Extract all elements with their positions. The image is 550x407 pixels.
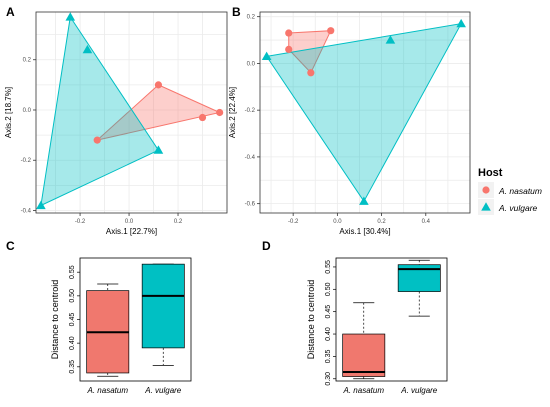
panel-letter-d: D bbox=[262, 239, 271, 253]
point-avulgare bbox=[36, 200, 46, 210]
panel-letter-b: B bbox=[232, 5, 241, 19]
y-tick-label: 0.2 bbox=[247, 15, 256, 21]
plot-frame bbox=[259, 11, 471, 214]
scatter-panel-a: -0.2 0.0 0.2 -0.4 -0.2 0.0 0.2 Axis.1 [22.7%] Ax… bbox=[4, 11, 228, 236]
point-anasatum bbox=[93, 136, 101, 144]
x-tick-label: 0.4 bbox=[422, 219, 431, 225]
point-anasatum bbox=[285, 29, 293, 37]
point-avulgare bbox=[65, 12, 76, 21]
x-tick-label: 0.0 bbox=[125, 219, 134, 225]
y-tick-label: 0.50 bbox=[325, 282, 332, 296]
point-anasatum bbox=[307, 69, 315, 77]
hull-avulgare bbox=[40, 15, 160, 207]
box-avulgare bbox=[141, 263, 185, 349]
point-anasatum bbox=[198, 113, 207, 122]
x-tick-label: -0.2 bbox=[75, 219, 86, 225]
y-tick-label: 0.0 bbox=[23, 108, 32, 114]
y-axis-label: Axis.2 [18.7%] bbox=[4, 87, 13, 138]
plot-background bbox=[260, 12, 470, 213]
x-axis-label: Axis.1 [30.4%] bbox=[339, 227, 390, 236]
x-tick-label: 0.2 bbox=[174, 219, 183, 225]
point-anasatum bbox=[327, 27, 335, 35]
point-avulgare bbox=[359, 196, 369, 205]
y-tick-label: 0.0 bbox=[247, 61, 256, 67]
y-tick-label: 0.30 bbox=[325, 372, 332, 386]
legend-label-vulgare: A. vulgare bbox=[498, 203, 538, 213]
y-tick-label: 0.2 bbox=[23, 58, 32, 64]
boxplot-panel-d: A. nasatum A. vulgare 0.30 0.35 0.40 0.45 0.50… bbox=[306, 257, 448, 395]
y-tick-label: -0.4 bbox=[21, 208, 32, 214]
y-tick-label: 0.40 bbox=[69, 336, 76, 350]
point-anasatum bbox=[216, 108, 224, 117]
plot-background bbox=[36, 12, 227, 213]
legend-marker-nasatum bbox=[482, 186, 490, 194]
y-tick-label: 0.50 bbox=[69, 289, 76, 303]
y-tick-label: 0.55 bbox=[325, 260, 332, 274]
y-tick-label: 0.35 bbox=[325, 349, 332, 363]
y-tick-label: 0.40 bbox=[325, 327, 332, 341]
y-tick-label: 0.45 bbox=[69, 313, 76, 327]
box-anasatum bbox=[342, 333, 386, 377]
plot-frame bbox=[335, 257, 448, 382]
y-tick-label: 0.35 bbox=[69, 360, 76, 374]
y-tick-label: 0.55 bbox=[69, 265, 76, 279]
y-tick-label: -0.2 bbox=[21, 158, 32, 164]
hull-anasatum bbox=[95, 84, 222, 142]
hull-avulgare bbox=[265, 23, 463, 203]
point-avulgare bbox=[82, 44, 93, 54]
y-tick-label: -0.4 bbox=[245, 155, 256, 161]
y-tick-label: -0.2 bbox=[245, 108, 256, 114]
panel-letter-a: A bbox=[6, 5, 15, 19]
x-category-label-avulgare: A. vulgare bbox=[144, 386, 182, 395]
point-avulgare bbox=[153, 145, 164, 154]
boxplot-panel-c: A. nasatum A. vulgare 0.35 0.40 0.45 0.50 0.55… bbox=[50, 257, 192, 395]
legend: Host A. nasatum A. vulgare bbox=[478, 167, 542, 215]
point-anasatum bbox=[285, 45, 293, 53]
y-tick-label: 0.45 bbox=[325, 305, 332, 319]
panel-letter-c: C bbox=[6, 239, 15, 253]
legend-marker-vulgare bbox=[481, 202, 491, 211]
x-tick-label: -0.2 bbox=[288, 219, 299, 225]
y-axis-label: Distance to centroid bbox=[306, 280, 316, 360]
point-avulgare bbox=[385, 35, 396, 44]
x-tick-label: 0.2 bbox=[377, 219, 386, 225]
plot-frame bbox=[35, 11, 228, 214]
x-category-label-anasatum: A. nasatum bbox=[343, 386, 385, 395]
y-tick-label: -0.6 bbox=[245, 202, 256, 208]
legend-label-nasatum: A. nasatum bbox=[498, 186, 542, 196]
x-category-label-avulgare: A. vulgare bbox=[400, 386, 438, 395]
y-axis-label: Distance to centroid bbox=[50, 280, 60, 360]
x-category-label-anasatum: A. nasatum bbox=[87, 386, 129, 395]
point-avulgare bbox=[261, 51, 272, 61]
point-avulgare bbox=[456, 18, 466, 28]
y-axis-label: Axis.2 [22.4%] bbox=[228, 87, 237, 138]
x-axis-label: Axis.1 [22.7%] bbox=[106, 227, 157, 236]
point-anasatum bbox=[154, 81, 163, 89]
x-tick-label: 0.0 bbox=[333, 219, 342, 225]
scatter-panel-b: -0.2 0.0 0.2 0.4 -0.6 -0.4 -0.2 0.0 0.2 Axis.1 [3… bbox=[228, 11, 471, 236]
legend-title: Host bbox=[478, 167, 503, 179]
